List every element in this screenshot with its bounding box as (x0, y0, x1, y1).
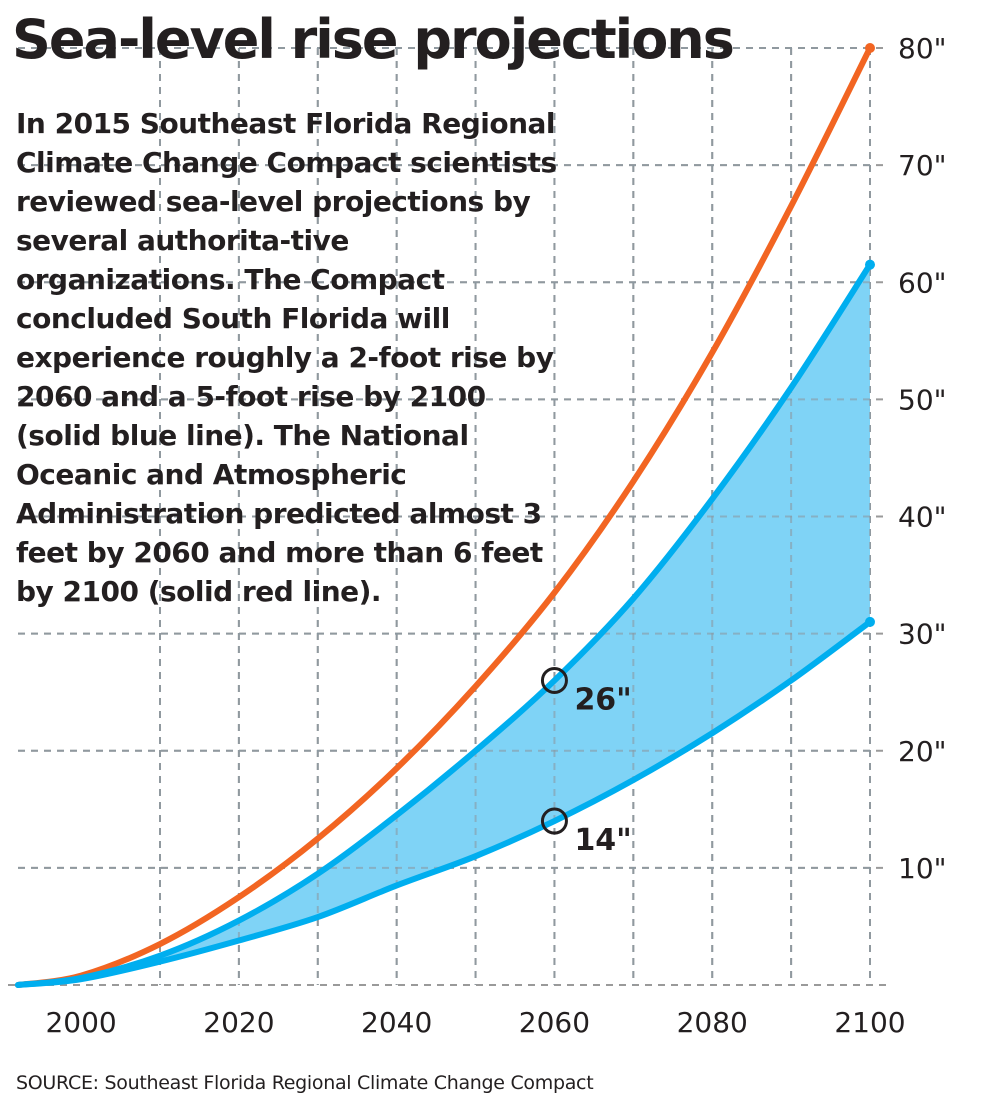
projection-band (18, 47, 871, 985)
x-tick-label: 2080 (677, 1006, 748, 1039)
y-tick-label: 30" (898, 618, 947, 651)
chart-title: Sea-level rise projections (12, 8, 735, 71)
y-tick-label: 20" (898, 735, 947, 768)
y-tick-label: 80" (898, 32, 947, 65)
annotation-marker (540, 666, 568, 694)
y-tick-label: 40" (898, 501, 947, 534)
annotations: 26" 14" (540, 666, 632, 858)
compact-range-band (18, 264, 870, 985)
annotation-label: 14" (574, 823, 631, 858)
noaa-line (15, 45, 873, 988)
x-tick-label: 2000 (45, 1006, 116, 1039)
noaa-end-dot (865, 43, 875, 53)
series-lines (15, 43, 875, 988)
x-tick-label: 2060 (519, 1006, 590, 1039)
compact-upper-line (15, 261, 873, 988)
y-tick-label: 60" (898, 266, 947, 299)
compact_lower-end-dot (865, 616, 875, 627)
x-tick-label: 2100 (834, 1006, 905, 1039)
source-note: SOURCE: Southeast Florida Regional Clima… (16, 1072, 594, 1094)
x-tick-label: 2020 (203, 1006, 274, 1039)
axis-ticks: 10" 20" 30" 40" 50" 60" 70" 80" 2000 2020 2040 2060… (45, 32, 946, 1039)
compact_upper-end-dot (865, 259, 875, 270)
chart-description: In 2015 Southeast Florida Regional Clima… (16, 107, 557, 608)
annotation-marker (540, 807, 568, 835)
x-tick-label: 2040 (361, 1006, 432, 1039)
y-tick-label: 70" (898, 149, 947, 182)
y-tick-label: 10" (898, 852, 947, 885)
y-tick-label: 50" (898, 383, 947, 416)
compact-lower-line (15, 618, 873, 988)
annotation-label: 26" (574, 682, 631, 717)
